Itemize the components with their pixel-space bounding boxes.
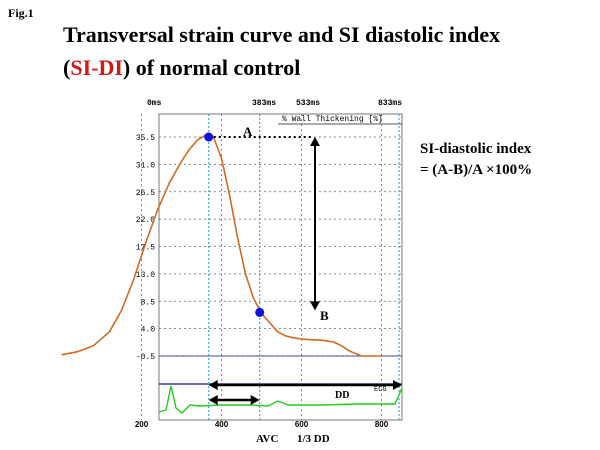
figure-label: Fig.1	[8, 6, 34, 20]
point-a-marker	[204, 132, 214, 142]
arrow-head-down	[310, 301, 320, 311]
guide-layer	[208, 114, 400, 420]
series-layer	[61, 134, 403, 414]
x-tick-label: 600	[295, 420, 309, 429]
ecg-trace	[158, 385, 403, 414]
point-label-a: A	[243, 124, 253, 139]
mark-layer	[204, 132, 402, 405]
arrow-head-up	[310, 137, 320, 146]
point-b-marker	[255, 307, 265, 317]
y-tick-label: 31.0	[136, 161, 155, 170]
y-tick-label: -0.5	[136, 353, 155, 362]
title-rest: ) of normal control	[122, 55, 301, 80]
y-tick-label: 13.0	[136, 271, 155, 280]
figure-title-line1: Transversal strain curve and SI diastoli…	[63, 22, 501, 47]
formula-line1: SI-diastolic index	[420, 141, 532, 157]
dd-label: DD	[335, 390, 349, 401]
time-marker-3: 833ms	[378, 99, 402, 108]
time-marker-1: 383ms	[252, 99, 276, 108]
y-tick-label: 22.0	[136, 216, 155, 225]
y-tick-label: 4.0	[141, 326, 156, 335]
y-tick-label: 8.5	[141, 298, 156, 307]
third-dd-label: 1/3 DD	[297, 433, 330, 445]
dd-arrow-head-left	[208, 380, 218, 390]
strain-curve	[61, 134, 382, 357]
y-tick-label: 26.5	[136, 189, 155, 198]
title-paren-open: (	[63, 55, 71, 80]
plot-area-frame	[158, 113, 403, 421]
third-dd-arrow-head-left	[208, 395, 218, 405]
y-tick-label: 35.5	[136, 134, 155, 143]
x-tick-label: 800	[375, 420, 389, 429]
dd-arrow-head-right	[393, 380, 402, 390]
third-dd-arrow-head-right	[250, 395, 260, 405]
x-tick-label: 400	[215, 420, 229, 429]
avc-label: AVC	[256, 433, 278, 445]
time-marker-2: 533ms	[296, 99, 320, 108]
point-label-b: B	[320, 308, 329, 323]
grid-layer: 35.5 31.0 26.5 22.0 17.5 13.0 8.5 4.0 -0.5 200 400…	[135, 114, 402, 429]
figure-title-line2: (SI-DI) of normal control	[63, 55, 300, 81]
x-tick-label: 200	[135, 420, 149, 429]
ecg-label: ECG	[374, 386, 387, 394]
chart-title: % Wall Thickening [%]	[282, 115, 383, 124]
y-tick-label: 17.5	[136, 244, 155, 253]
title-highlight-si-di: SI-DI	[70, 55, 123, 80]
time-marker-0: 0ms	[147, 99, 162, 108]
formula-line2: = (A-B)/A ×100%	[420, 162, 533, 178]
